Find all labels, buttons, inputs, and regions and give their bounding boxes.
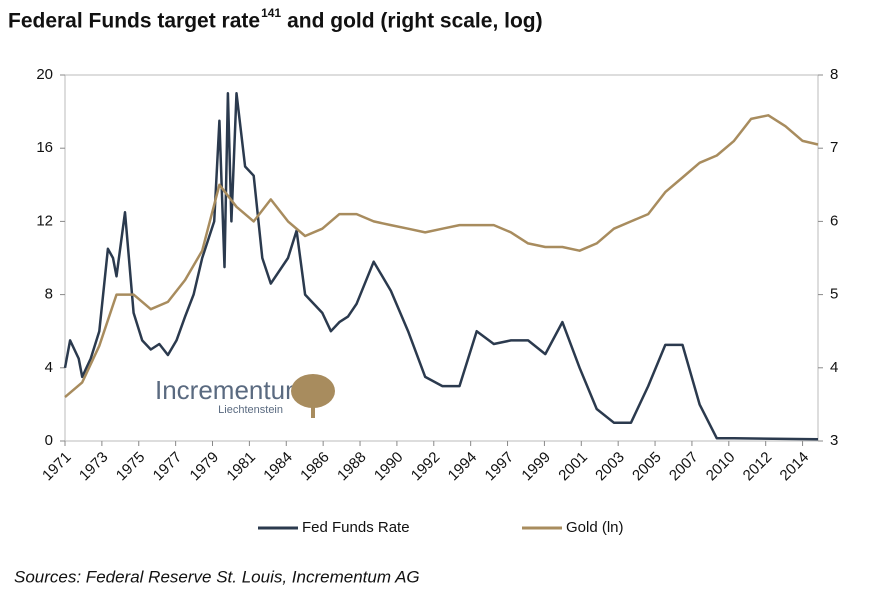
y2-tick-label: 8 [830,66,838,83]
chart-title: Federal Funds target rate [8,10,260,33]
y-tick-label: 8 [45,286,53,303]
y-tick-label: 4 [45,359,53,376]
series-line [63,92,819,441]
y-tick-label: 16 [36,139,53,156]
x-tick-label: 1994 [445,449,481,485]
x-tick-label: 1999 [518,449,554,485]
x-tick-label: 1997 [482,449,518,485]
x-tick-label: 1981 [223,449,259,485]
y-tick-label: 20 [36,66,53,83]
title-superscript: 141 [261,6,281,20]
x-tick-label: 1984 [260,449,296,485]
y2-tick-label: 5 [830,286,838,303]
title-suffix: and gold (right scale, log) [287,10,543,33]
x-tick-label: 1977 [150,449,186,485]
plot-area [64,74,819,442]
x-tick-label: 2003 [592,449,628,485]
legend-label: Gold (ln) [566,519,624,536]
x-tick-label: 1973 [76,449,112,485]
series-line [64,114,819,399]
x-tick-label: 1988 [334,449,370,485]
x-tick-label: 1975 [113,449,149,485]
logo-name: Incrementum [155,375,307,405]
x-tick-label: 2005 [629,449,665,485]
x-tick-label: 1986 [297,449,333,485]
x-tick-label: 2012 [740,449,776,485]
y2-tick-label: 6 [830,212,838,229]
y-tick-label: 0 [45,432,53,449]
x-tick-label: 2007 [666,449,702,485]
logo-subtitle: Liechtenstein [218,404,283,416]
logo-tree [291,374,335,418]
x-tick-label: 1979 [187,449,223,485]
source: Sources: Federal Reserve St. Louis, Incr… [14,567,420,586]
x-tick-label: 2010 [703,449,739,485]
x-tick-label: 1990 [371,449,407,485]
x-tick-label: 1971 [39,449,75,485]
y2-tick-label: 7 [830,139,838,156]
x-tick-label: 1992 [408,449,444,485]
y2-tick-label: 3 [830,432,838,449]
x-tick-label: 2014 [777,449,813,485]
legend-label: Fed Funds Rate [302,519,410,536]
y-tick-label: 12 [36,212,53,229]
y2-tick-label: 4 [830,359,838,376]
x-tick-label: 2001 [555,449,591,485]
